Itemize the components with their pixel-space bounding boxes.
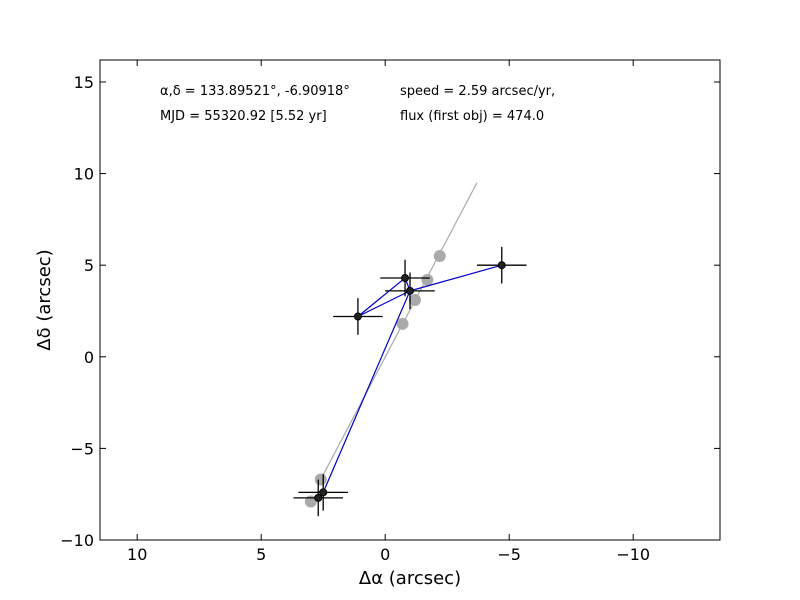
y-tick-label: −10: [60, 531, 94, 550]
observed-point: [314, 493, 323, 502]
x-tick-label: 0: [380, 545, 390, 564]
observed-point: [319, 488, 328, 497]
axes-frame: [99, 59, 721, 541]
x-tick-label: −5: [497, 545, 521, 564]
observed-point: [406, 286, 414, 295]
y-tick-label: 10: [74, 165, 94, 184]
observed-point: [401, 274, 410, 283]
annotation-speed: speed = 2.59 arcsec/yr,: [400, 84, 555, 99]
observed-point: [353, 312, 362, 321]
tick-marks: [100, 60, 720, 541]
model-point: [314, 473, 327, 486]
y-tick-label: 0: [84, 348, 94, 367]
annotation-flux: flux (first obj) = 474.0: [400, 109, 544, 124]
x-tick-label: 10: [127, 545, 147, 564]
model-point: [304, 495, 317, 508]
y-tick-label: −5: [70, 439, 94, 458]
fit-line: [320, 182, 478, 480]
annotation-mjd: MJD = 55320.92 [5.52 yr]: [160, 109, 327, 124]
model-point: [433, 250, 446, 263]
annotation-coordinates: α,δ = 133.89521°, -6.90918°: [160, 84, 350, 99]
model-point: [396, 317, 409, 330]
x-tick-label: −10: [616, 545, 650, 564]
x-tick-label: 5: [256, 545, 266, 564]
x-axis-label: Δα (arcsec): [359, 568, 461, 589]
model-point: [421, 273, 434, 286]
y-tick-label: 15: [74, 73, 94, 92]
y-axis-label: Δδ (arcsec): [34, 249, 55, 350]
tick-labels: 10 5 0 −5 −10 −10 −5 0 5 10 15: [60, 73, 650, 564]
plot-area: [293, 182, 527, 517]
y-tick-label: 5: [84, 256, 94, 275]
model-point: [408, 294, 421, 306]
observed-point: [497, 261, 506, 270]
